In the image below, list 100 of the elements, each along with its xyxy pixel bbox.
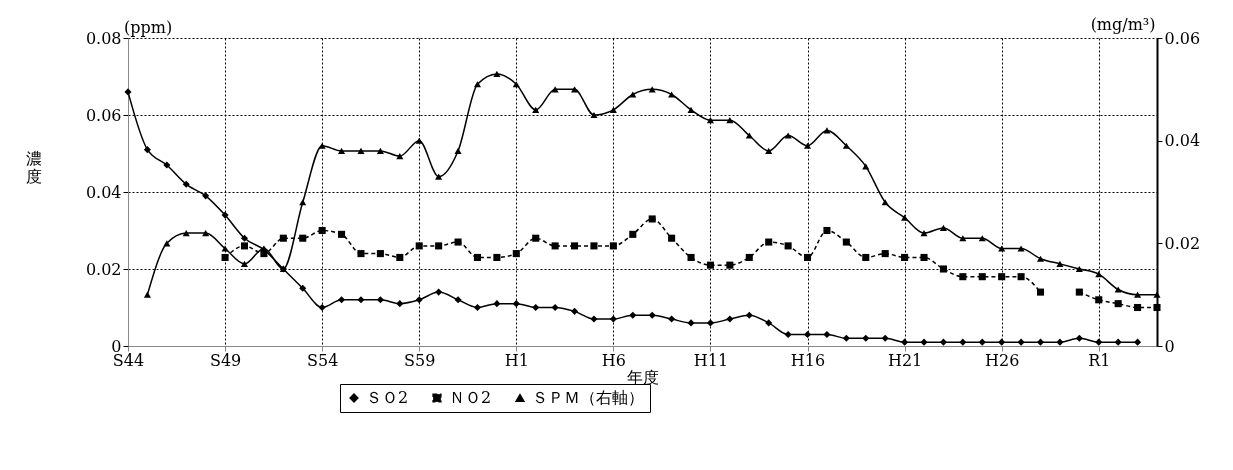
point	[143, 146, 151, 154]
point	[221, 253, 229, 261]
point	[609, 242, 617, 250]
point	[1017, 245, 1025, 252]
point	[881, 334, 889, 342]
y2-tick-label: 0.02	[1164, 233, 1201, 253]
point	[1114, 300, 1122, 308]
point	[920, 253, 928, 261]
point	[745, 132, 753, 139]
legend-label: ＳＰＭ（右軸）	[532, 388, 644, 407]
point	[221, 211, 229, 219]
point	[202, 230, 210, 237]
point	[1153, 291, 1161, 298]
point	[376, 250, 384, 258]
point	[745, 311, 753, 319]
point	[551, 242, 559, 250]
x-tick-label: H6	[601, 350, 626, 370]
point	[473, 303, 482, 312]
point	[687, 319, 695, 327]
point	[1017, 273, 1025, 281]
point	[182, 180, 190, 188]
y2-tick-label: 0.04	[1164, 131, 1201, 151]
point	[1056, 260, 1064, 267]
point	[706, 261, 714, 269]
point	[590, 315, 598, 323]
point	[629, 91, 637, 98]
point	[648, 215, 656, 223]
point	[1114, 338, 1122, 346]
point	[454, 296, 462, 304]
point	[842, 142, 850, 149]
point	[493, 70, 501, 77]
point	[920, 338, 928, 346]
point	[202, 192, 210, 200]
point	[396, 253, 404, 261]
point	[1153, 303, 1161, 312]
x-axis-title: 年度	[627, 367, 659, 387]
point	[357, 147, 365, 154]
point	[668, 315, 676, 323]
point	[726, 117, 734, 124]
point	[959, 273, 967, 281]
point	[493, 300, 501, 308]
point	[668, 234, 676, 242]
point	[1075, 288, 1083, 296]
point	[182, 230, 190, 237]
point	[1036, 338, 1045, 346]
y-tick-label: 0.02	[85, 259, 122, 279]
point	[901, 253, 909, 261]
point	[1017, 338, 1025, 346]
point	[551, 303, 559, 312]
point	[415, 242, 423, 250]
point	[396, 300, 404, 308]
point	[318, 142, 326, 149]
point	[998, 245, 1006, 252]
point	[862, 253, 870, 261]
point	[1134, 291, 1142, 298]
y2-axis-title: (mg/m³)	[1090, 14, 1156, 34]
point	[493, 253, 501, 261]
point	[726, 315, 734, 323]
point	[765, 147, 773, 154]
point	[823, 226, 831, 235]
point	[842, 334, 850, 342]
point	[240, 242, 249, 250]
text: (ppm)	[124, 18, 173, 37]
point	[901, 214, 909, 221]
point	[357, 250, 365, 258]
point	[1095, 271, 1103, 278]
legend-label: ＳＯ2	[366, 388, 409, 407]
point	[1095, 338, 1103, 346]
point	[648, 311, 656, 319]
point	[532, 234, 540, 242]
point	[939, 338, 947, 346]
point	[978, 273, 986, 281]
point	[784, 132, 792, 139]
point	[901, 338, 909, 346]
point	[299, 284, 307, 292]
point	[454, 238, 462, 246]
point	[726, 261, 734, 269]
point	[221, 245, 229, 252]
point	[978, 338, 986, 346]
point	[318, 303, 326, 312]
y-axis-title: 濃度	[25, 148, 42, 186]
point	[532, 303, 540, 312]
point	[1075, 334, 1083, 342]
point	[1036, 288, 1045, 296]
point	[415, 137, 423, 144]
point	[784, 242, 792, 250]
point	[1134, 303, 1142, 312]
point	[512, 250, 520, 258]
point	[1075, 265, 1083, 273]
point	[687, 106, 695, 113]
point	[706, 319, 714, 327]
point	[706, 117, 714, 124]
point	[745, 253, 753, 261]
point	[920, 230, 928, 237]
point	[512, 81, 520, 88]
point	[435, 173, 443, 180]
y-tick-label: 0.04	[85, 182, 122, 202]
point	[881, 250, 889, 258]
y2-tick-label: 0.06	[1164, 28, 1201, 48]
point	[163, 161, 171, 169]
